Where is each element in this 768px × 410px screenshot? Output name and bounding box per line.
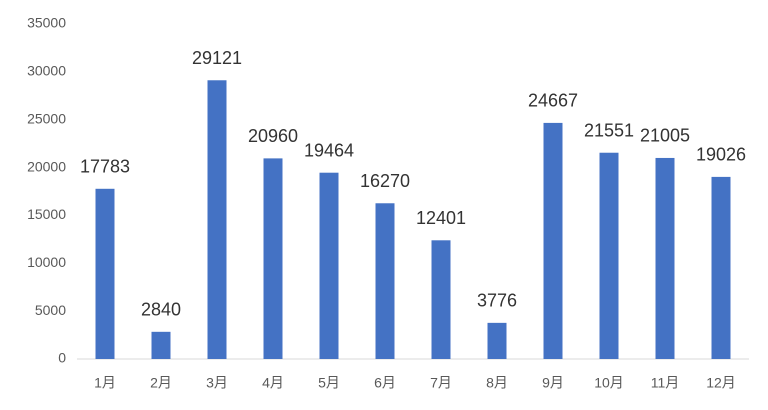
bar xyxy=(487,322,507,359)
y-tick-label: 15000 xyxy=(27,206,66,222)
bar xyxy=(151,331,171,359)
value-label: 2840 xyxy=(141,300,181,320)
value-label: 21551 xyxy=(584,120,634,140)
value-label: 29121 xyxy=(192,48,242,68)
y-tick-label: 20000 xyxy=(27,158,66,174)
value-label: 3776 xyxy=(477,291,517,311)
y-tick-label: 10000 xyxy=(27,254,66,270)
value-label: 20960 xyxy=(248,126,298,146)
bar xyxy=(263,158,283,359)
bar xyxy=(431,240,451,359)
bar xyxy=(95,188,115,359)
x-tick-label: 8月 xyxy=(486,375,508,391)
value-label: 19464 xyxy=(304,140,354,160)
x-tick-label: 5月 xyxy=(318,375,340,391)
bar xyxy=(207,80,227,359)
y-tick-label: 25000 xyxy=(27,110,66,126)
y-tick-label: 5000 xyxy=(35,302,66,318)
value-label: 16270 xyxy=(360,171,410,191)
bar xyxy=(543,122,563,359)
x-tick-label: 9月 xyxy=(542,375,564,391)
y-tick-label: 35000 xyxy=(27,15,66,31)
y-tick-label: 0 xyxy=(58,350,66,366)
x-tick-label: 1月 xyxy=(94,375,116,391)
x-tick-label: 3月 xyxy=(206,375,228,391)
x-tick-label: 7月 xyxy=(430,375,452,391)
value-label: 24667 xyxy=(528,91,578,111)
x-tick-label: 6月 xyxy=(374,375,396,391)
bar xyxy=(711,176,731,359)
x-tick-label: 11月 xyxy=(651,375,680,391)
value-label: 21005 xyxy=(640,126,690,146)
x-tick-label: 12月 xyxy=(706,375,736,391)
x-tick-label: 2月 xyxy=(150,375,172,391)
value-label: 17783 xyxy=(80,157,130,177)
x-tick-label: 10月 xyxy=(594,375,624,391)
bar xyxy=(599,152,619,359)
bar xyxy=(655,157,675,359)
x-tick-label: 4月 xyxy=(262,375,284,391)
bar xyxy=(319,172,339,359)
value-label: 12401 xyxy=(416,208,466,228)
value-label: 19026 xyxy=(696,145,746,165)
bar xyxy=(375,203,395,359)
y-tick-label: 30000 xyxy=(27,63,66,79)
